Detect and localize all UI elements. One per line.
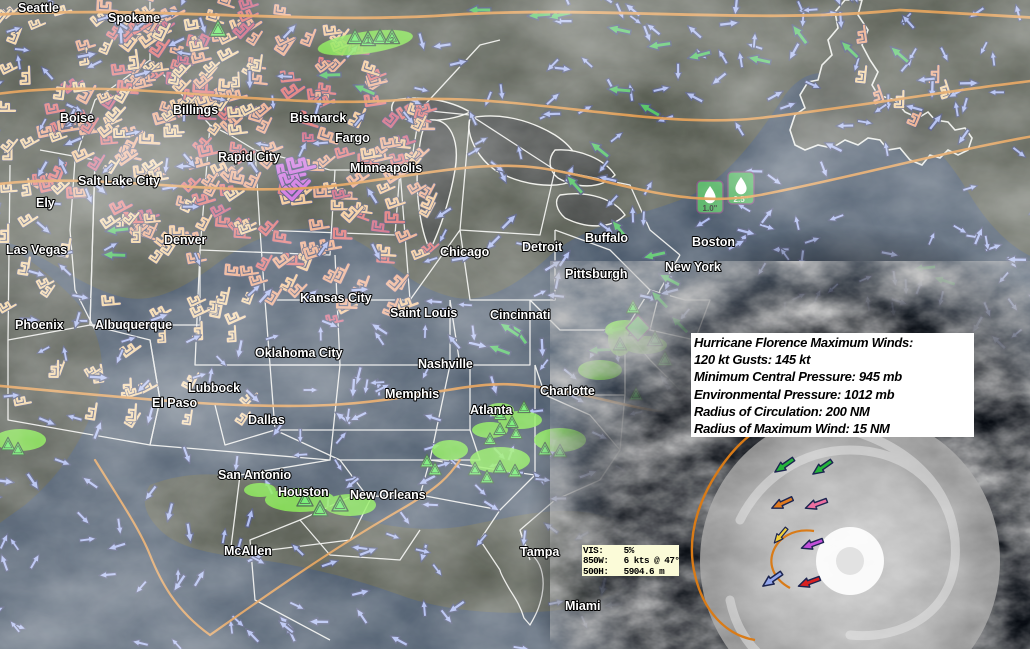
svg-text:Fargo: Fargo [335, 131, 370, 145]
svg-text:Pittsburgh: Pittsburgh [565, 267, 628, 281]
svg-text:Buffalo: Buffalo [585, 231, 628, 245]
svg-text:Salt Lake City: Salt Lake City [78, 174, 160, 188]
svg-text:Lubbock: Lubbock [188, 381, 240, 395]
svg-text:San Antonio: San Antonio [218, 468, 292, 482]
svg-text:Bismarck: Bismarck [290, 111, 346, 125]
svg-text:Las Vegas: Las Vegas [6, 243, 67, 257]
svg-text:Billings: Billings [173, 103, 218, 117]
svg-text:Boston: Boston [692, 235, 735, 249]
svg-text:Houston: Houston [278, 485, 329, 499]
svg-text:Cincinnati: Cincinnati [490, 308, 550, 322]
svg-text:Miami: Miami [565, 599, 600, 613]
svg-text:Charlotte: Charlotte [540, 384, 595, 398]
svg-text:El Paso: El Paso [152, 396, 198, 410]
svg-text:New Orleans: New Orleans [350, 488, 426, 502]
svg-text:Phoenix: Phoenix [15, 318, 64, 332]
svg-text:Minneapolis: Minneapolis [350, 161, 422, 175]
svg-text:Saint Louis: Saint Louis [390, 306, 457, 320]
svg-text:New York: New York [665, 260, 721, 274]
svg-text:Atlanta: Atlanta [470, 403, 513, 417]
svg-text:Nashville: Nashville [418, 357, 473, 371]
svg-text:Seattle: Seattle [18, 1, 59, 15]
svg-text:Dallas: Dallas [248, 413, 285, 427]
svg-text:Boise: Boise [60, 111, 94, 125]
svg-text:Memphis: Memphis [385, 387, 439, 401]
svg-text:Kansas City: Kansas City [300, 291, 372, 305]
svg-text:Denver: Denver [164, 233, 207, 247]
svg-text:Detroit: Detroit [522, 240, 563, 254]
svg-text:Rapid City: Rapid City [218, 150, 280, 164]
svg-text:Ely: Ely [36, 196, 55, 210]
svg-text:Chicago: Chicago [440, 245, 490, 259]
svg-text:Oklahoma City: Oklahoma City [255, 346, 343, 360]
svg-text:Tampa: Tampa [520, 545, 560, 559]
svg-text:McAllen: McAllen [224, 544, 272, 558]
svg-text:Spokane: Spokane [108, 11, 160, 25]
svg-text:Albuquerque: Albuquerque [95, 318, 172, 332]
